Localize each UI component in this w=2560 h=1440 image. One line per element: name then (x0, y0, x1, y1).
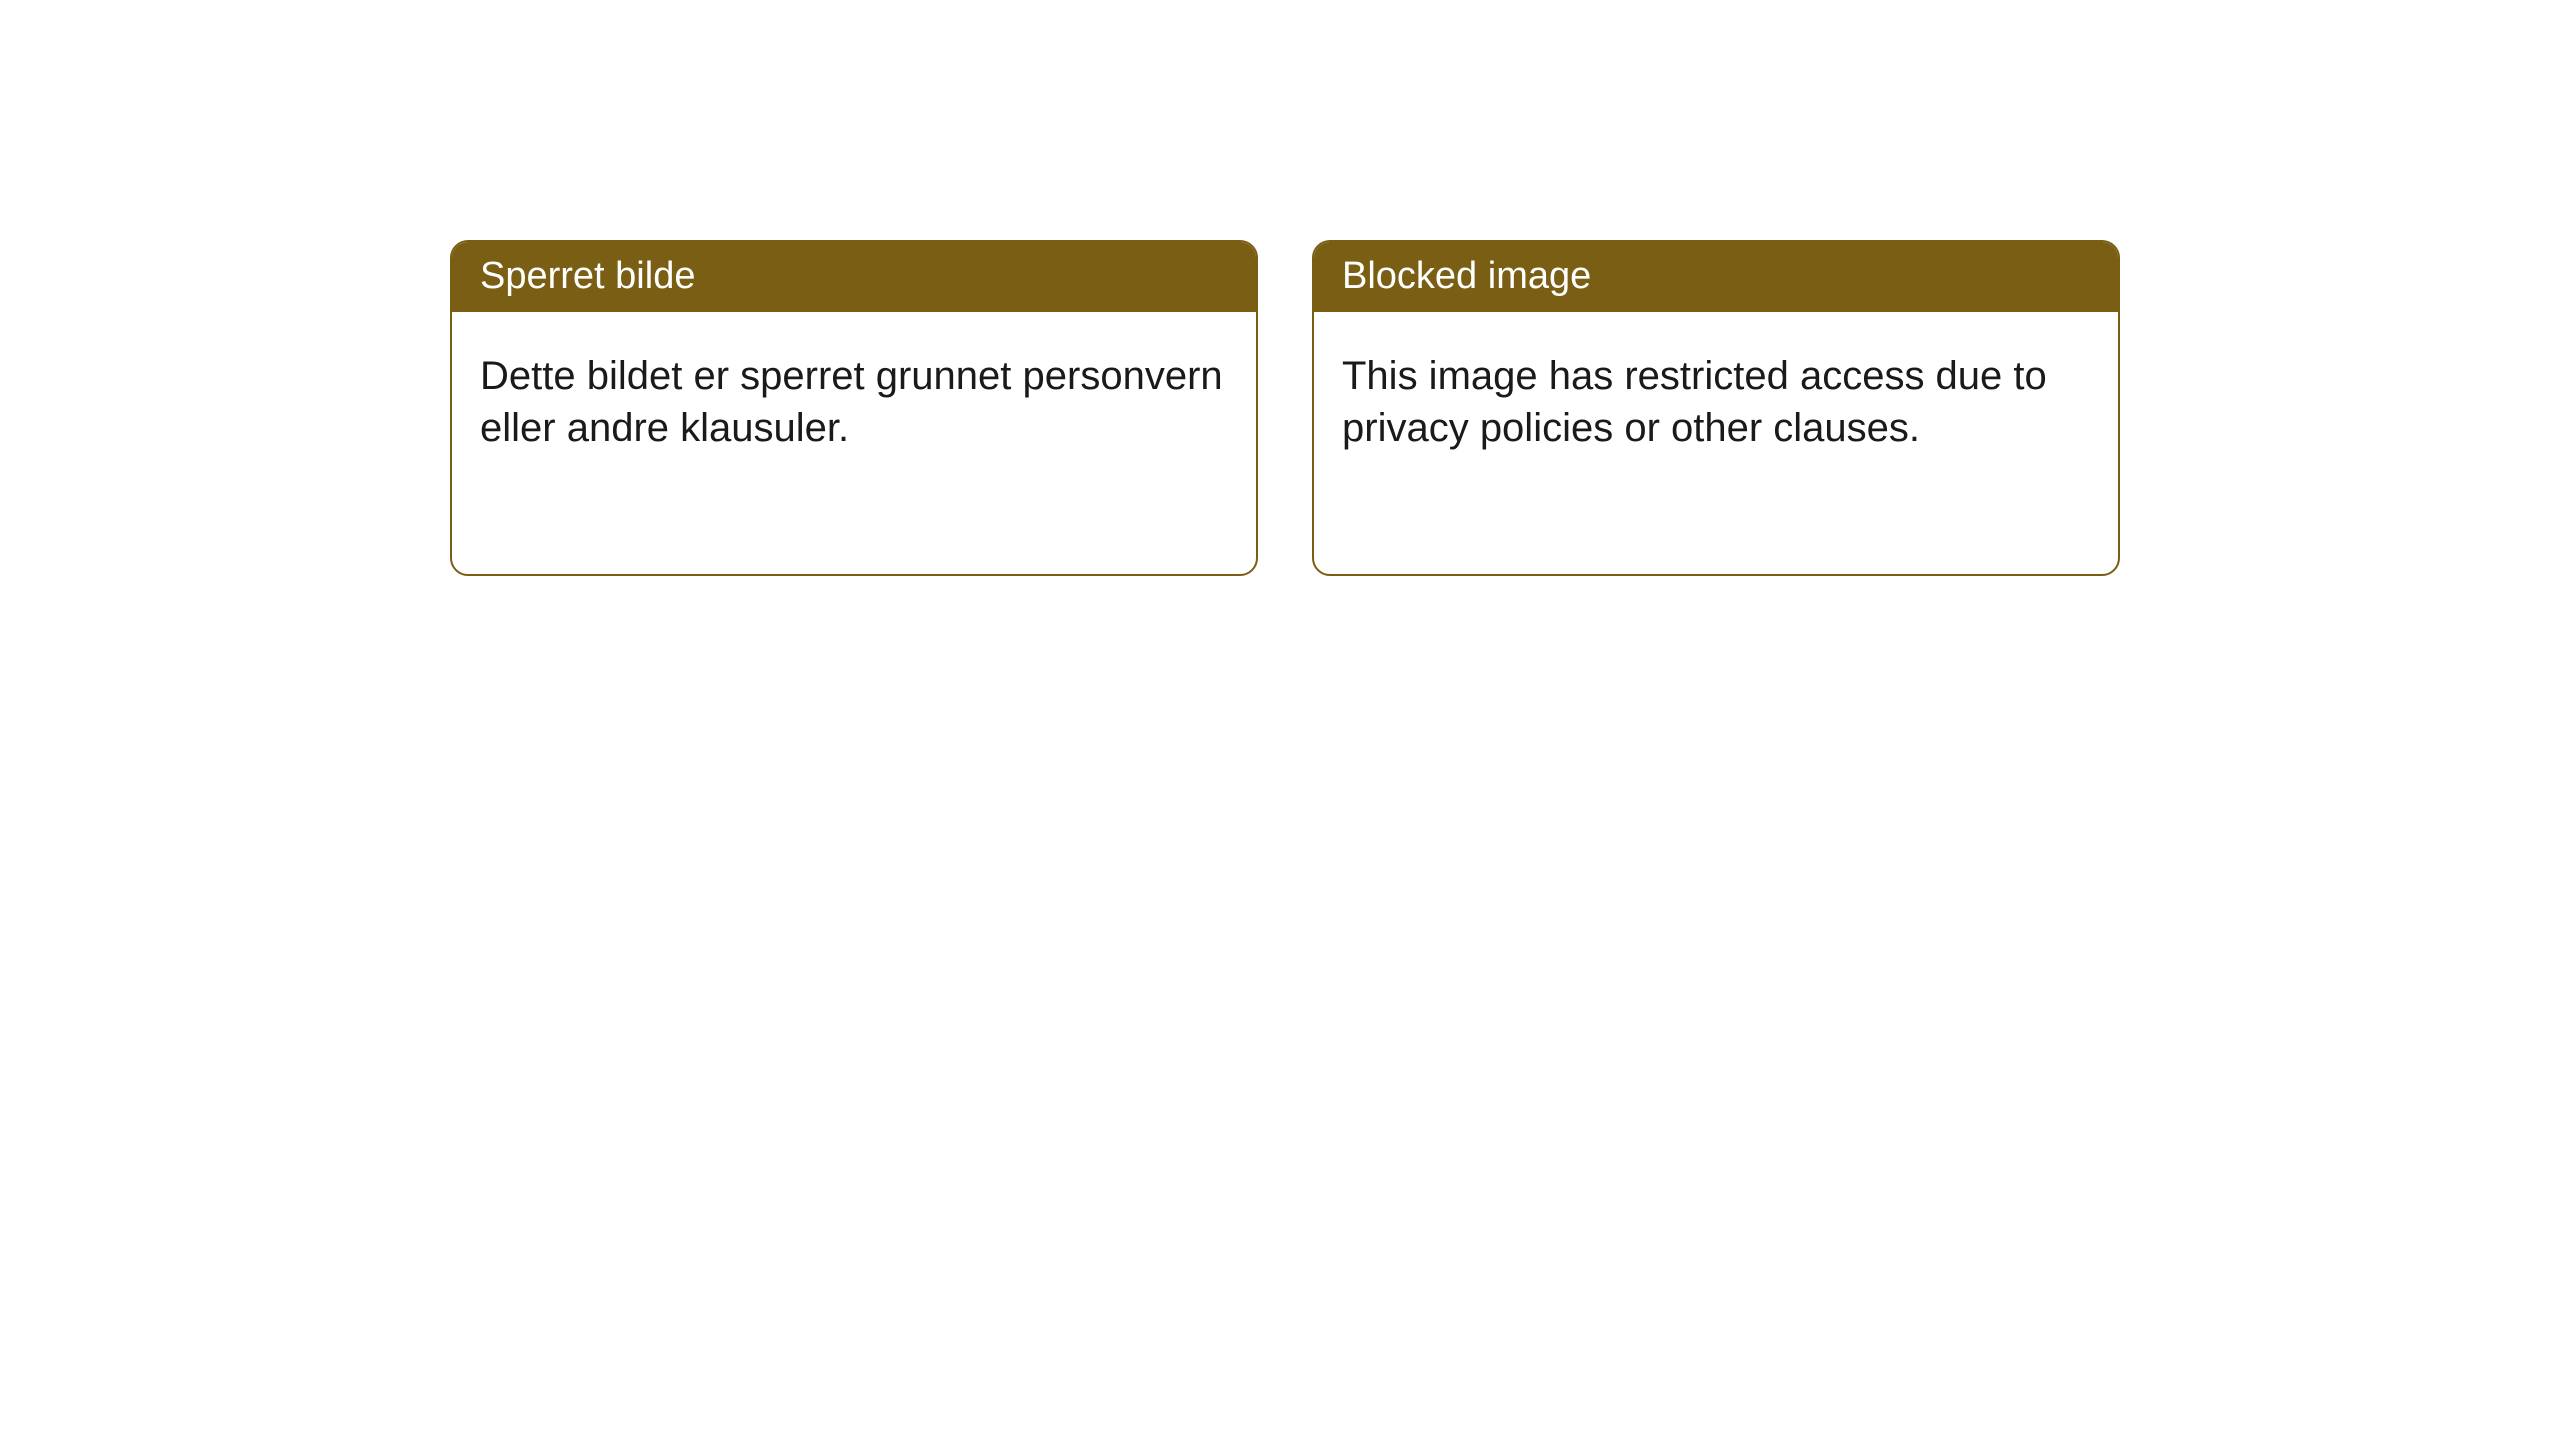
notice-card-norwegian: Sperret bilde Dette bildet er sperret gr… (450, 240, 1258, 576)
notice-text-english: This image has restricted access due to … (1342, 354, 2047, 451)
notice-title-english: Blocked image (1342, 255, 1591, 297)
notice-header-english: Blocked image (1314, 242, 2118, 312)
notice-text-norwegian: Dette bildet er sperret grunnet personve… (480, 354, 1223, 451)
notice-container: Sperret bilde Dette bildet er sperret gr… (0, 0, 2560, 576)
notice-body-english: This image has restricted access due to … (1314, 312, 2118, 494)
notice-title-norwegian: Sperret bilde (480, 255, 695, 297)
notice-card-english: Blocked image This image has restricted … (1312, 240, 2120, 576)
notice-header-norwegian: Sperret bilde (452, 242, 1256, 312)
notice-body-norwegian: Dette bildet er sperret grunnet personve… (452, 312, 1256, 494)
